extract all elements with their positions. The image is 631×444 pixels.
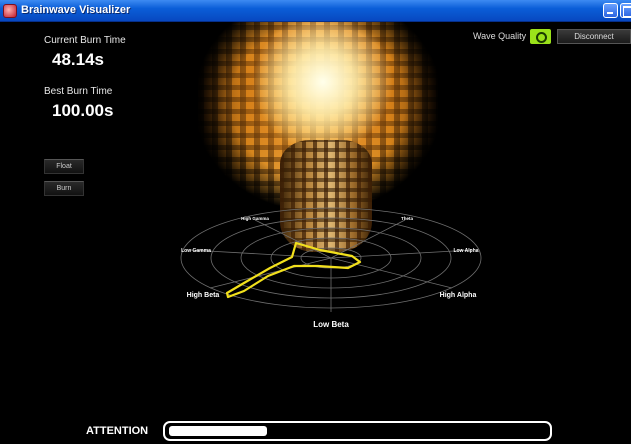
best-burn-value: 100.00s — [52, 101, 114, 120]
float-button[interactable]: Float — [44, 159, 84, 174]
radar-axis — [209, 257, 332, 289]
radar-label-high-beta: High Beta — [187, 292, 220, 299]
minimize-button[interactable] — [603, 3, 618, 18]
window-title: Brainwave Visualizer — [21, 4, 131, 16]
title-bar: Brainwave Visualizer — [0, 0, 631, 22]
radar-axis — [330, 219, 406, 259]
app-icon — [3, 4, 17, 18]
radar-label-theta: Theta — [401, 216, 413, 221]
log-visual — [280, 140, 372, 252]
brainwave-trace — [225, 241, 362, 299]
maximize-button[interactable] — [620, 3, 631, 18]
current-burn-value: 48.14s — [52, 50, 104, 69]
current-burn-label: Current Burn Time — [44, 35, 126, 46]
radar-label-low-alpha: Low Alpha — [453, 248, 478, 254]
attention-meter — [163, 421, 552, 441]
radar-label-low-beta: Low Beta — [313, 320, 349, 329]
radar-label-high-gamma: High Gamma — [241, 216, 269, 221]
radar-axis — [330, 257, 453, 289]
radar-axis — [189, 249, 332, 259]
wave-quality-label: Wave Quality — [473, 31, 527, 41]
radar-axis — [254, 219, 332, 259]
burn-button[interactable]: Burn — [44, 181, 84, 196]
best-burn-label: Best Burn Time — [44, 86, 113, 97]
radar-label-high-alpha: High Alpha — [440, 292, 477, 299]
radar-label-low-gamma: Low Gamma — [181, 248, 211, 254]
signal-icon — [530, 29, 551, 44]
attention-meter-fill — [169, 426, 267, 436]
attention-label: ATTENTION — [86, 425, 149, 437]
